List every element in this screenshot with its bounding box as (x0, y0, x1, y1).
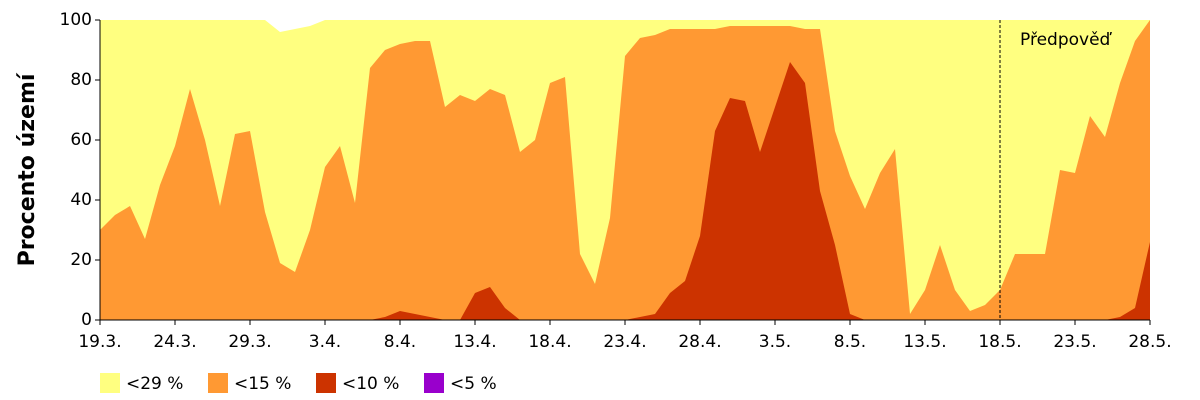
legend-swatch (424, 373, 444, 393)
x-tick-label: 3.5. (759, 332, 791, 352)
x-tick-label: 13.5. (903, 332, 946, 352)
y-tick-label: 80 (70, 70, 92, 90)
legend-label: <10 % (342, 374, 399, 394)
x-tick-label: 23.4. (603, 332, 646, 352)
x-tick-label: 18.5. (978, 332, 1021, 352)
y-tick-label: 20 (70, 250, 92, 270)
area (100, 20, 1150, 320)
x-tick-label: 28.5. (1128, 332, 1171, 352)
legend-label: <5 % (450, 374, 497, 394)
x-tick-label: 8.4. (384, 332, 416, 352)
x-tick-label: 18.4. (528, 332, 571, 352)
y-axis-label: Procento území (15, 72, 40, 266)
x-tick-label: 28.4. (678, 332, 721, 352)
annotation: Předpověď (1020, 30, 1113, 50)
y-tick-label: 40 (70, 190, 92, 210)
x-tick-label: 23.5. (1053, 332, 1096, 352)
legend-swatch (316, 373, 336, 393)
legend-swatch (100, 373, 120, 393)
legend-label: <15 % (234, 374, 291, 394)
y-tick-label: 100 (60, 10, 92, 30)
x-tick-label: 8.5. (834, 332, 866, 352)
y-tick-label: 60 (70, 130, 92, 150)
x-tick-label: 24.3. (153, 332, 196, 352)
x-tick-label: 19.3. (78, 332, 121, 352)
x-tick-label: 29.3. (228, 332, 271, 352)
y-tick-label: 0 (81, 310, 92, 330)
legend-label: <29 % (126, 374, 183, 394)
x-tick-label: 13.4. (453, 332, 496, 352)
legend-swatch (208, 373, 228, 393)
x-tick-label: 3.4. (309, 332, 341, 352)
